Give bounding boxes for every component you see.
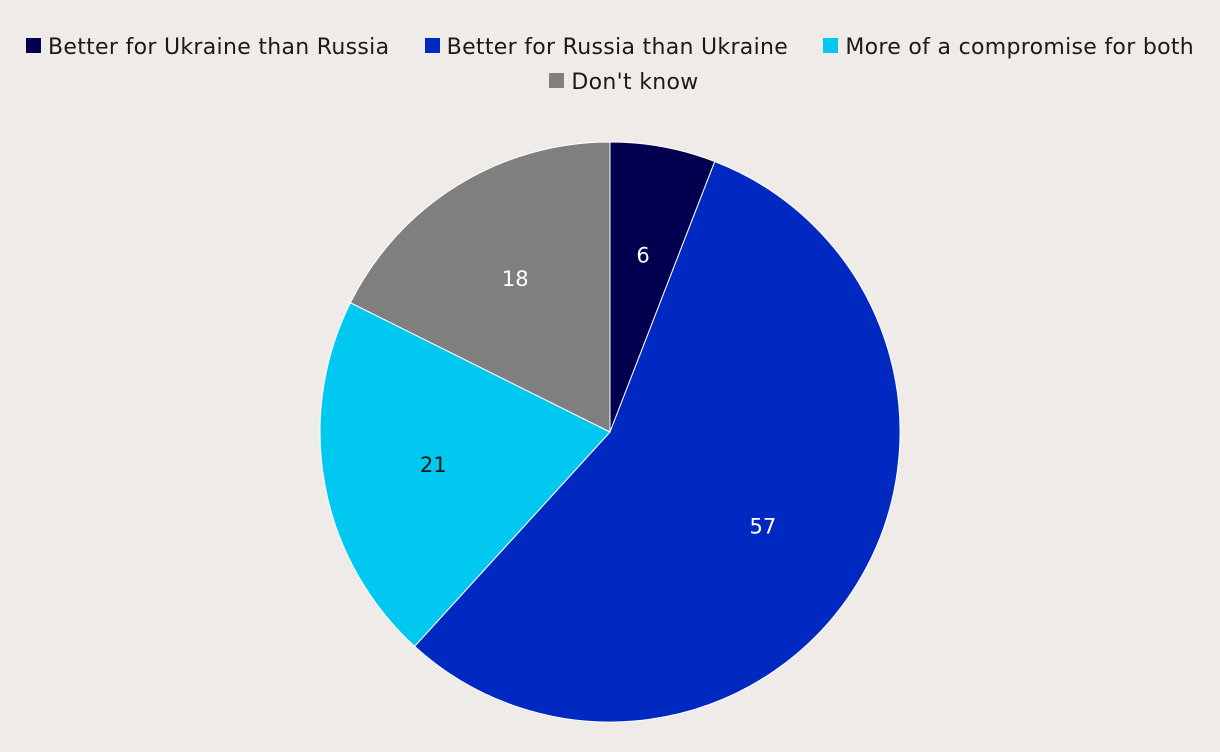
legend-swatch	[424, 38, 440, 53]
legend-swatch	[549, 73, 565, 88]
legend-item-dont-know: Don't know	[549, 70, 698, 95]
legend-label: More of a compromise for both	[845, 35, 1195, 60]
legend-item-better-for-russia: Better for Russia than Ukraine	[424, 35, 789, 60]
legend-label: Better for Russia than Ukraine	[446, 35, 789, 60]
data-label-compromise: 21	[420, 453, 447, 477]
data-label-better-for-ukraine: 6	[636, 243, 649, 267]
data-label-better-for-russia: 57	[750, 515, 777, 539]
chart-legend: Better for Ukraine than Russia Better fo…	[20, 30, 1200, 100]
legend-swatch	[25, 38, 41, 53]
pie-slice-better-for-russia	[413, 160, 901, 723]
legend-label: Better for Ukraine than Russia	[47, 35, 390, 60]
legend-item-compromise: More of a compromise for both	[823, 35, 1194, 60]
pie-slice-compromise	[319, 302, 611, 648]
legend-swatch	[823, 38, 839, 53]
pie-slice-dont-know	[349, 141, 611, 433]
legend-item-better-for-ukraine: Better for Ukraine than Russia	[25, 35, 390, 60]
legend-label: Don't know	[571, 70, 699, 95]
data-label-dont-know: 18	[502, 267, 529, 291]
